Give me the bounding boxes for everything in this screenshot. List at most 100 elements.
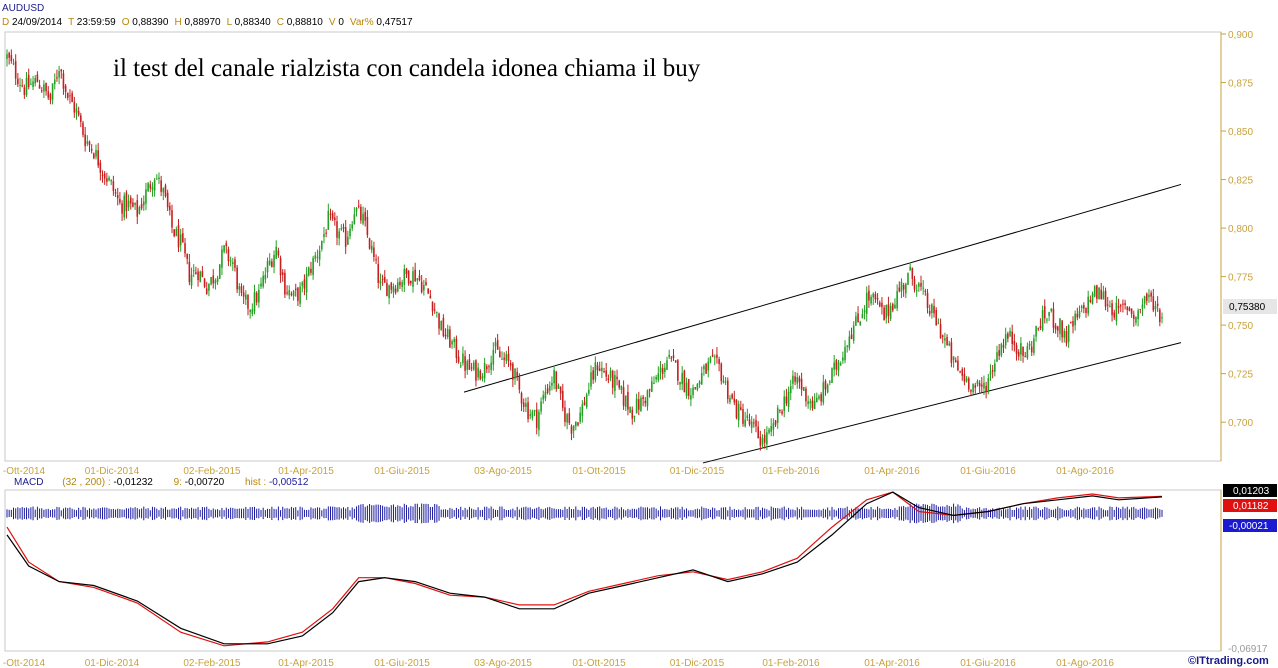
candle-body xyxy=(861,313,864,319)
candle-body xyxy=(438,313,440,329)
candle-body xyxy=(711,354,714,357)
candle-body xyxy=(73,101,76,113)
macd-params: (32 , 200) : xyxy=(62,477,111,488)
candle-body xyxy=(746,415,749,419)
candle-body xyxy=(1028,343,1031,346)
candle-body xyxy=(453,339,456,343)
candle-body xyxy=(961,369,964,376)
candle-body xyxy=(466,361,469,370)
candle-body xyxy=(740,407,742,410)
candle-body xyxy=(850,334,853,339)
candle-body xyxy=(794,376,796,382)
candle-body xyxy=(857,313,859,323)
candle-body xyxy=(80,115,82,122)
candle-body xyxy=(66,92,69,98)
candle-body xyxy=(863,310,866,313)
candle-body xyxy=(240,286,243,293)
candle-body xyxy=(210,277,212,285)
candle-body xyxy=(1000,343,1003,356)
candle-body xyxy=(726,380,729,400)
candle-body xyxy=(1046,319,1048,321)
candle-body xyxy=(1152,296,1155,311)
candle-body xyxy=(624,395,627,407)
candle-body xyxy=(410,280,412,284)
candle-body xyxy=(687,379,690,396)
candle-body xyxy=(1156,303,1159,306)
candle-body xyxy=(433,309,436,311)
candle-body xyxy=(937,322,940,324)
candle-body xyxy=(160,180,162,192)
candle-body xyxy=(1083,305,1085,309)
candle-body xyxy=(974,385,977,388)
header-value-0: 24/09/2014 xyxy=(12,17,63,28)
candle-body xyxy=(134,202,136,205)
candle-body xyxy=(377,263,380,283)
candle-body xyxy=(425,282,427,286)
candle-body xyxy=(338,231,340,239)
candle-body xyxy=(197,271,199,280)
candle-body xyxy=(787,391,790,407)
candle-body xyxy=(996,352,998,362)
candle-body xyxy=(696,383,699,390)
candle-body xyxy=(763,434,766,443)
candle-body xyxy=(1048,312,1050,317)
candle-body xyxy=(1054,325,1057,330)
candle-body xyxy=(99,162,102,173)
date-tick-label: 01-Giu-2015 xyxy=(374,466,430,477)
candle-body xyxy=(483,362,486,378)
candle-body xyxy=(835,360,838,370)
date-tick-label: 01-Dic-2014 xyxy=(85,466,140,477)
candle-body xyxy=(848,336,851,348)
candle-body xyxy=(551,382,553,386)
candle-body xyxy=(518,376,521,390)
candle-body xyxy=(731,394,733,399)
date-tick-label: -Ott-2014 xyxy=(3,658,46,668)
candle-body xyxy=(883,307,885,321)
candle-body xyxy=(822,382,825,403)
candle-body xyxy=(918,283,920,287)
candle-body xyxy=(583,402,586,405)
candle-body xyxy=(670,357,673,359)
candle-body xyxy=(950,342,953,363)
candle-body xyxy=(716,354,718,358)
candle-body xyxy=(655,376,657,380)
date-tick-label: 01-Dic-2014 xyxy=(85,658,140,668)
candle-body xyxy=(71,93,73,103)
candle-body xyxy=(809,401,812,404)
header-value-2: 0,88390 xyxy=(132,17,169,28)
candle-body xyxy=(874,293,877,300)
candle-body xyxy=(1033,338,1035,353)
candle-body xyxy=(911,267,914,279)
candle-body xyxy=(292,291,295,297)
candle-body xyxy=(459,365,462,367)
candle-body xyxy=(579,412,581,422)
candle-body xyxy=(1078,310,1081,317)
candle-body xyxy=(1106,304,1109,306)
candle-body xyxy=(60,69,63,72)
candle-body xyxy=(1117,306,1120,308)
candle-body xyxy=(93,153,95,159)
candle-body xyxy=(34,78,37,84)
macd-date-axis: -Ott-2014 01-Dic-2014 02-Feb-2015 01-Apr-20… xyxy=(3,658,1114,668)
candle-body xyxy=(38,85,41,89)
candle-body xyxy=(27,74,30,87)
date-tick-label: 03-Ago-2015 xyxy=(474,466,532,477)
candle-body xyxy=(637,399,640,410)
candle-body xyxy=(192,270,195,272)
candle-body xyxy=(1100,289,1103,300)
candle-body xyxy=(125,192,128,212)
candle-body xyxy=(1022,346,1024,356)
candle-body xyxy=(939,324,942,339)
candle-body xyxy=(142,201,145,206)
candle-body xyxy=(431,301,434,312)
candle-body xyxy=(75,108,78,113)
candle-body xyxy=(1128,307,1131,311)
candle-body xyxy=(1113,312,1116,318)
candle-body xyxy=(1065,331,1068,344)
macd-line xyxy=(6,491,1163,645)
candle-body xyxy=(225,243,228,247)
candle-body xyxy=(557,385,560,389)
candle-body xyxy=(952,356,955,361)
candle-body xyxy=(147,183,149,192)
candle-body xyxy=(164,185,167,197)
